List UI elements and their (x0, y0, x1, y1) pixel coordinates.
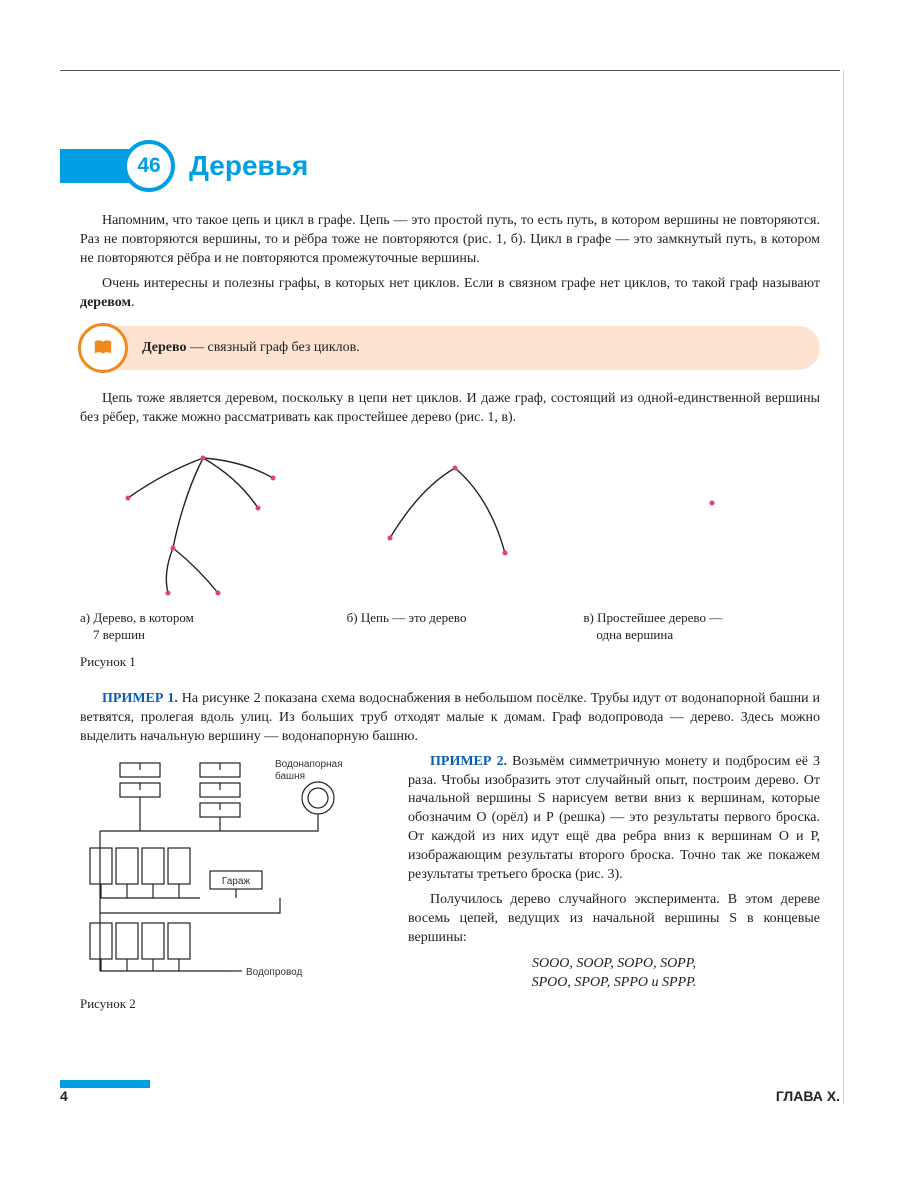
page-number: 4 (60, 1088, 68, 1104)
fig1-a (80, 438, 327, 608)
p2-lead: Очень интересны и полезны графы, в котор… (102, 276, 820, 291)
two-column-block: Гараж Водонапорнаябашня Водопровод Рисунок… (80, 753, 820, 1012)
svg-text:Водопровод: Водопровод (246, 967, 302, 978)
figure-2-col: Гараж Водонапорнаябашня Водопровод Рисунок… (80, 753, 390, 1012)
paragraph-3: Цепь тоже является деревом, поскольку в … (80, 390, 820, 428)
svg-text:Водонапорная: Водонапорная (275, 759, 343, 770)
right-rule (843, 70, 844, 1104)
figure-1-label: Рисунок 1 (80, 654, 820, 670)
page-footer: 4 ГЛАВА X. (60, 1088, 840, 1104)
seq-line1: SOOO, SOOP, SOPO, SOPP, (532, 956, 696, 971)
definition-callout: Дерево — связный граф без циклов. (80, 326, 820, 370)
tree-a-svg (103, 443, 303, 603)
figure-2-label: Рисунок 2 (80, 996, 390, 1012)
example-1-text: На рисунке 2 показана схема водоснабжени… (80, 691, 820, 744)
cap-c-l2: одна вершина (596, 627, 673, 642)
cap-a-l1: Дерево, в котором (93, 610, 193, 625)
section-header: 46 Деревья (60, 140, 840, 192)
tree-b-svg (355, 443, 545, 603)
section-title: Деревья (189, 150, 308, 182)
example-2-text1: Возьмём симметричную монету и подбросим … (408, 754, 820, 882)
cap-a-l2: 7 вершин (93, 627, 145, 642)
footer-accent-bar (60, 1080, 150, 1088)
intro-paragraphs: Напомним, что такое цепь и цикл в графе.… (60, 212, 840, 312)
paragraph-1: Напомним, что такое цепь и цикл в графе.… (80, 212, 820, 269)
tree-c-svg (602, 443, 792, 603)
seq-line2: SPOO, SPOP, SPPO и SPPP. (532, 975, 697, 990)
chapter-label: ГЛАВА X. (776, 1088, 840, 1104)
figure-1-row (80, 438, 820, 608)
cap-c-l1: Простейшее дерево — (597, 610, 722, 625)
caption-a: а) Дерево, в котором 7 вершин (80, 610, 317, 644)
caption-b: б) Цепь — это дерево (317, 610, 584, 644)
callout-term: Дерево (142, 340, 186, 355)
example-1-p: ПРИМЕР 1. На рисунке 2 показана схема во… (80, 690, 820, 747)
example-2-p2: Получилось дерево случайного эксперимент… (408, 891, 820, 948)
example-1-heading: ПРИМЕР 1. (102, 691, 178, 706)
cap-b-text: Цепь — это дерево (361, 610, 467, 625)
example-1-block: ПРИМЕР 1. На рисунке 2 показана схема во… (60, 690, 840, 747)
svg-text:башня: башня (275, 770, 305, 782)
example-2-p1: ПРИМЕР 2. Возьмём симметричную монету и … (408, 753, 820, 885)
water-schematic-svg: Гараж Водонапорнаябашня Водопровод (80, 753, 380, 983)
book-icon (78, 323, 128, 373)
p2-tail: . (131, 295, 135, 310)
fig1-b (327, 438, 574, 608)
example-2-col: ПРИМЕР 2. Возьмём симметричную монету и … (408, 753, 820, 1012)
caption-c: в) Простейшее дерево — одна вершина (583, 610, 820, 644)
example-2-heading: ПРИМЕР 2. (430, 754, 507, 769)
callout-def: — связный граф без циклов. (186, 340, 359, 355)
svg-text:Гараж: Гараж (222, 876, 251, 887)
cap-a-prefix: а) (80, 610, 93, 625)
fig1-c (573, 438, 820, 608)
section-number-badge: 46 (123, 140, 175, 192)
sequence-list: SOOO, SOOP, SOPO, SOPP, SPOO, SPOP, SPPO… (408, 954, 820, 993)
textbook-page: 46 Деревья Напомним, что такое цепь и ци… (0, 0, 900, 1200)
top-rule (60, 70, 840, 71)
callout-text: Дерево — связный граф без циклов. (142, 340, 360, 356)
paragraph-3-block: Цепь тоже является деревом, поскольку в … (60, 390, 840, 428)
p2-term: деревом (80, 295, 131, 310)
fig1-captions: а) Дерево, в котором 7 вершин б) Цепь — … (80, 610, 820, 644)
cap-b-prefix: б) (347, 610, 361, 625)
cap-c-prefix: в) (583, 610, 597, 625)
paragraph-2: Очень интересны и полезны графы, в котор… (80, 275, 820, 313)
